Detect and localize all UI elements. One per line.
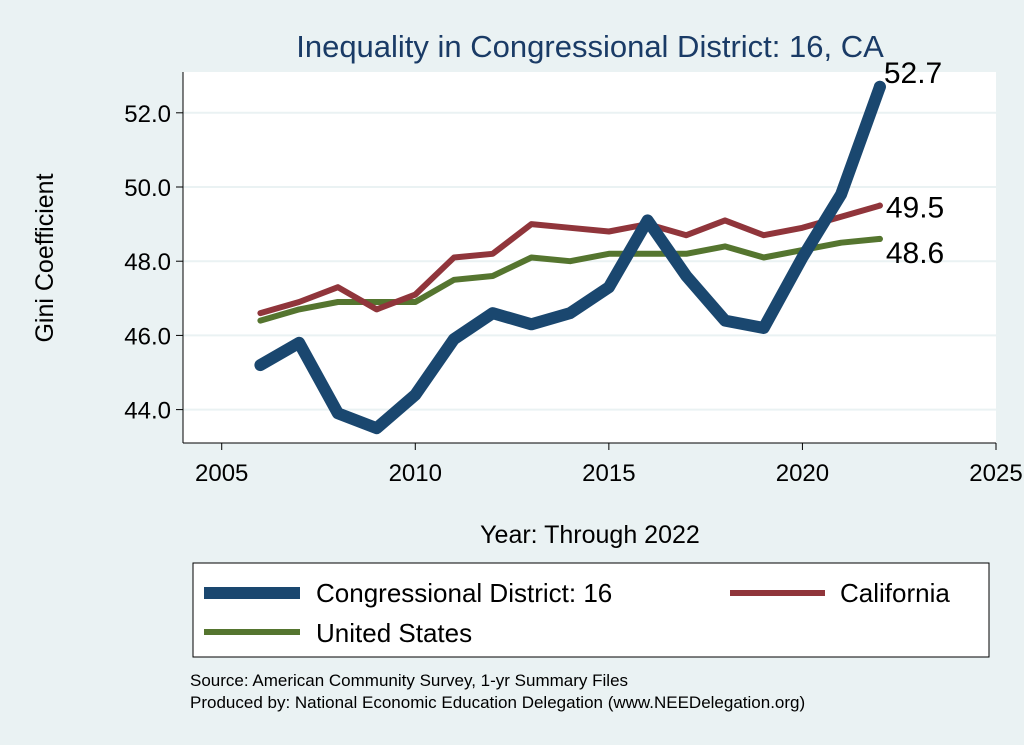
series-end-point-2 <box>876 235 883 242</box>
source-note: Source: American Community Survey, 1-yr … <box>190 671 628 690</box>
series-end-point-0 <box>873 80 886 93</box>
end-value-label-1: 49.5 <box>886 192 944 225</box>
produced-by-note: Produced by: National Economic Education… <box>190 693 805 712</box>
y-tick-label: 46.0 <box>124 323 171 350</box>
y-tick-label: 44.0 <box>124 398 171 425</box>
gridlines <box>183 111 996 411</box>
x-tick-label: 2020 <box>776 460 829 487</box>
x-tick-label: 2015 <box>582 460 635 487</box>
x-axis-label: Year: Through 2022 <box>480 521 700 549</box>
axes: 44.0 46.0 48.0 50.0 52.0 2005 2010 2015 2020 2025 <box>124 72 1023 487</box>
series-layer <box>254 80 886 435</box>
series-line-1 <box>257 202 883 317</box>
end-value-label-2: 48.6 <box>886 237 944 270</box>
y-tick-label: 52.0 <box>124 101 171 128</box>
chart-title: Inequality in Congressional District: 16… <box>296 29 884 64</box>
x-tick-label: 2025 <box>969 460 1022 487</box>
end-labels: 52.7 49.5 48.6 <box>884 57 944 270</box>
legend-box <box>192 562 990 658</box>
x-tick-label: 2005 <box>195 460 248 487</box>
y-axis-label: Gini Coefficient <box>31 173 59 342</box>
series-line-0 <box>254 80 886 435</box>
legend-label-district: Congressional District: 16 <box>316 578 612 608</box>
x-tick-label: 2010 <box>389 460 442 487</box>
legend-label-united-states: United States <box>316 618 472 648</box>
end-value-label-0: 52.7 <box>884 57 942 90</box>
legend-label-california: California <box>840 578 950 608</box>
legend: Congressional District: 16 California Un… <box>192 562 990 658</box>
series-end-point-1 <box>876 202 883 209</box>
y-tick-label: 50.0 <box>124 175 171 202</box>
y-tick-label: 48.0 <box>124 249 171 276</box>
